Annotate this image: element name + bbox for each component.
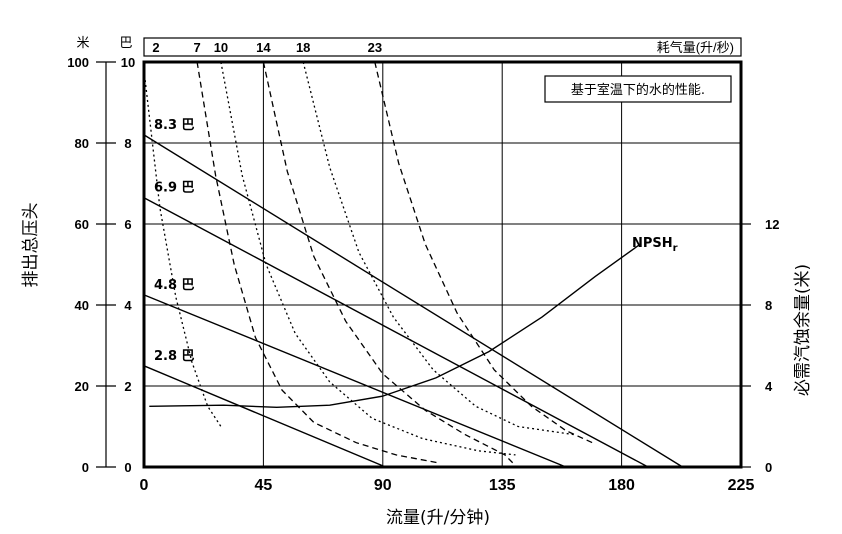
x-tick-label: 90	[374, 477, 392, 494]
y-tick-label-bar: 4	[124, 298, 132, 313]
pressure-line-2	[143, 294, 567, 468]
air-consumption-label: 耗气量(升/秒)	[657, 40, 734, 55]
air-curve-2	[143, 70, 222, 427]
y-tick-label-bar: 6	[124, 217, 131, 232]
pressure-line-3	[143, 365, 386, 468]
npsh-curve	[149, 243, 641, 409]
air-curve-18	[302, 61, 574, 436]
air-tick-label: 14	[256, 40, 271, 55]
air-tick-label: 10	[214, 40, 228, 55]
y-tick-label-right: 0	[765, 460, 772, 475]
air-curve-7	[196, 61, 439, 464]
air-tick-label: 7	[193, 40, 200, 55]
y-tick-label-right: 8	[765, 298, 772, 313]
pressure-label: 8.3 巴	[154, 118, 195, 133]
y-axis-title-right: 必需汽蚀余量(米)	[793, 264, 813, 396]
air-consumption-scale	[143, 37, 742, 57]
x-axis-title: 流量(升/分钟)	[386, 508, 490, 528]
x-tick-label: 180	[608, 477, 635, 494]
chart-frame	[142, 60, 743, 469]
x-tick-label: 0	[140, 477, 149, 494]
pressure-label: 2.8 巴	[154, 349, 195, 364]
y-tick-label-meters: 0	[82, 460, 89, 475]
plot-border	[142, 60, 743, 469]
x-tick-label: 225	[728, 477, 755, 494]
pressure-line-1	[143, 197, 649, 468]
air-curve-23	[374, 61, 593, 444]
air-tick-label: 18	[296, 40, 310, 55]
y-tick-label-right: 12	[765, 217, 779, 232]
note-box	[544, 75, 732, 103]
air-tick-label: 2	[152, 40, 159, 55]
pressure-line-0	[143, 134, 683, 468]
grid	[144, 62, 741, 467]
x-tick-label: 135	[489, 477, 516, 494]
y-tick-label-bar: 0	[124, 460, 131, 475]
air-consumption-ticks: 2 7 10 14 18 23	[152, 40, 382, 55]
left-unit-bar: 巴	[119, 36, 132, 51]
curves: 8.3 巴 6.9 巴 4.8 巴 2.8 巴 NPSHr	[143, 61, 683, 468]
y-tick-label-bar: 10	[121, 55, 135, 70]
y-tick-label-meters: 60	[75, 217, 89, 232]
air-curve-10	[220, 61, 516, 456]
x-tick-label: 45	[255, 477, 273, 494]
y-tick-label-right: 4	[765, 379, 773, 394]
note-text: 基于室温下的水的性能.	[571, 82, 705, 98]
y-axis-title-left: 排出总压头	[21, 203, 41, 288]
y-tick-label-bar: 8	[124, 136, 131, 151]
y-tick-label-meters: 20	[75, 379, 89, 394]
pressure-label: 6.9 巴	[154, 181, 195, 196]
y-tick-label-meters: 80	[75, 136, 89, 151]
air-tick-label: 23	[368, 40, 382, 55]
y-tick-label-bar: 2	[124, 379, 131, 394]
air-curve-14	[262, 61, 514, 464]
y-tick-label-meters: 40	[75, 298, 89, 313]
pressure-label: 4.8 巴	[154, 278, 195, 293]
left-unit-meters: 米	[76, 36, 89, 51]
npsh-label: NPSHr	[632, 236, 678, 254]
y-tick-label-meters: 100	[67, 55, 89, 70]
